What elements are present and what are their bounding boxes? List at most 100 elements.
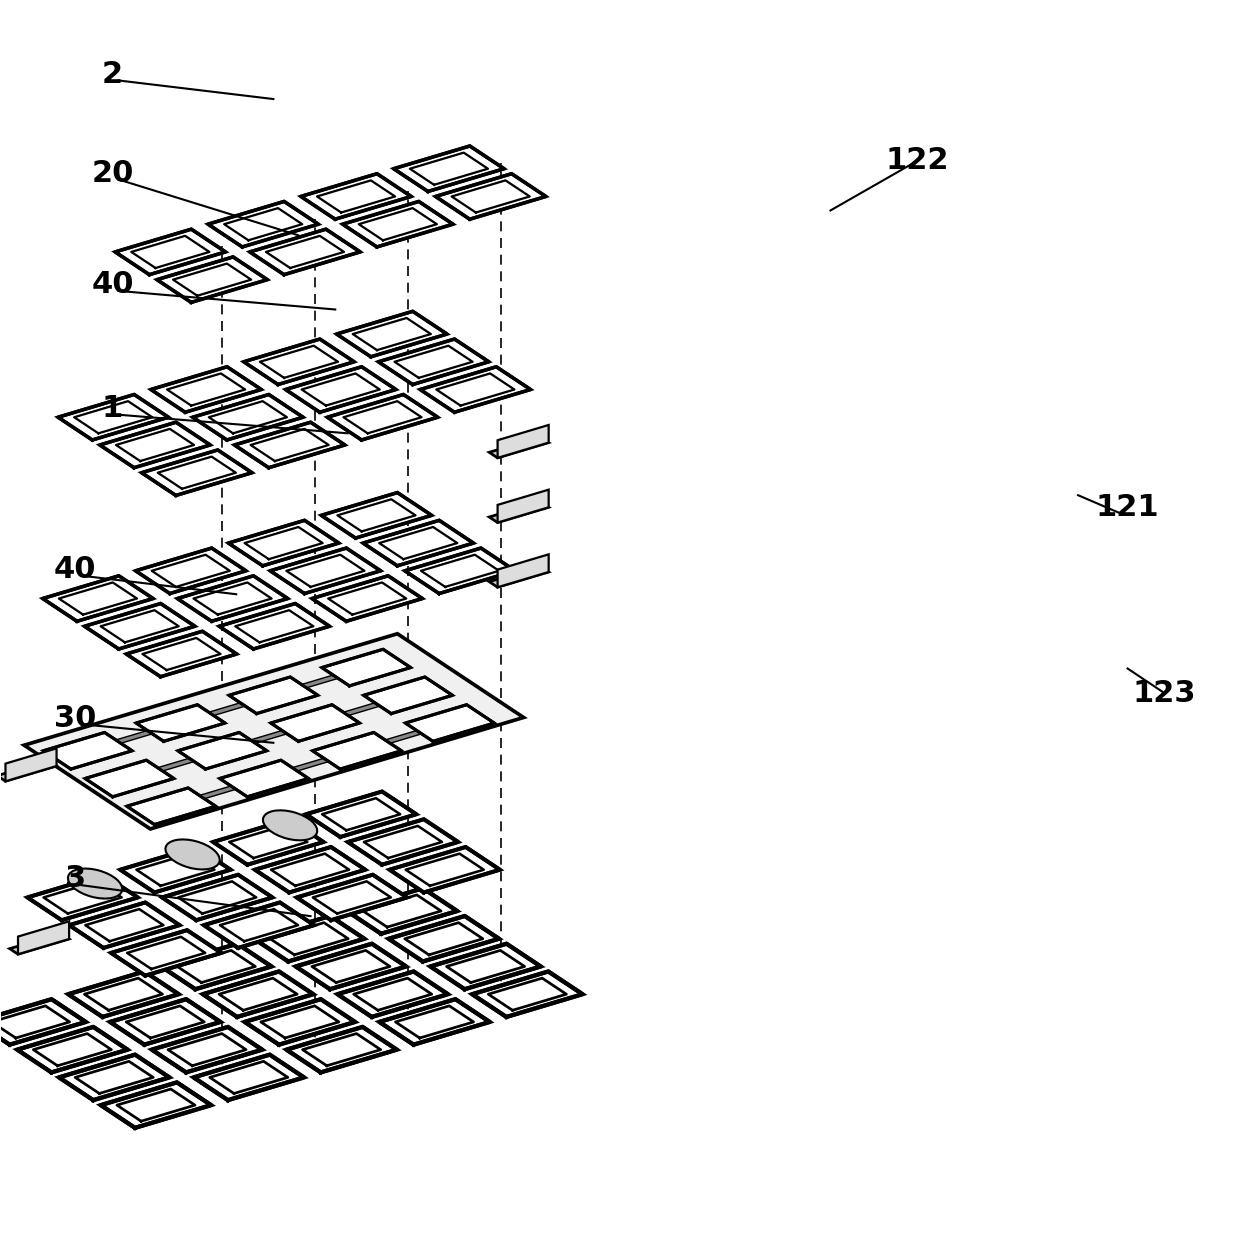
Text: 20: 20	[92, 158, 134, 188]
Polygon shape	[312, 733, 402, 769]
Polygon shape	[255, 847, 366, 893]
Polygon shape	[136, 704, 224, 742]
Polygon shape	[58, 395, 169, 439]
Polygon shape	[285, 366, 396, 412]
Polygon shape	[120, 847, 231, 893]
Polygon shape	[234, 422, 345, 468]
Polygon shape	[68, 972, 179, 1016]
Polygon shape	[115, 229, 226, 275]
Polygon shape	[208, 202, 319, 246]
Polygon shape	[42, 576, 153, 621]
Polygon shape	[472, 972, 583, 1016]
Polygon shape	[86, 760, 174, 797]
Ellipse shape	[68, 869, 123, 899]
Polygon shape	[244, 339, 355, 385]
Polygon shape	[219, 604, 330, 649]
Polygon shape	[336, 311, 446, 357]
Polygon shape	[126, 787, 216, 825]
Polygon shape	[203, 903, 314, 948]
Text: 122: 122	[885, 146, 949, 176]
Polygon shape	[229, 677, 317, 713]
Polygon shape	[228, 520, 339, 566]
Polygon shape	[84, 604, 195, 649]
Polygon shape	[322, 649, 410, 686]
Polygon shape	[17, 1028, 128, 1072]
Polygon shape	[219, 760, 309, 797]
Polygon shape	[301, 675, 339, 688]
Polygon shape	[162, 875, 273, 920]
Polygon shape	[203, 972, 314, 1016]
Polygon shape	[430, 943, 541, 989]
Polygon shape	[393, 146, 505, 192]
Polygon shape	[200, 786, 236, 799]
Text: 1: 1	[102, 394, 123, 423]
Polygon shape	[497, 425, 548, 458]
Polygon shape	[208, 703, 246, 716]
Polygon shape	[192, 395, 303, 439]
Polygon shape	[110, 999, 221, 1045]
Polygon shape	[10, 933, 69, 954]
Polygon shape	[27, 875, 138, 920]
Polygon shape	[435, 173, 546, 219]
Polygon shape	[388, 916, 498, 962]
Polygon shape	[497, 490, 548, 522]
Text: 30: 30	[55, 703, 97, 733]
Polygon shape	[177, 733, 267, 769]
Polygon shape	[157, 758, 195, 771]
Polygon shape	[213, 820, 324, 864]
Text: 121: 121	[1096, 493, 1159, 522]
Polygon shape	[151, 1028, 262, 1072]
Text: 3: 3	[64, 864, 86, 894]
Polygon shape	[378, 339, 489, 385]
Polygon shape	[244, 999, 355, 1045]
Polygon shape	[161, 943, 272, 989]
Polygon shape	[270, 704, 360, 742]
Text: 40: 40	[55, 555, 97, 584]
Polygon shape	[379, 999, 490, 1045]
Polygon shape	[151, 366, 262, 412]
Polygon shape	[115, 730, 153, 743]
Polygon shape	[0, 999, 86, 1045]
Polygon shape	[141, 449, 252, 495]
Polygon shape	[270, 548, 381, 593]
Polygon shape	[306, 791, 417, 837]
Polygon shape	[126, 631, 237, 677]
Polygon shape	[250, 730, 286, 743]
Polygon shape	[24, 634, 523, 829]
Polygon shape	[43, 733, 133, 769]
Polygon shape	[389, 847, 500, 893]
Polygon shape	[312, 576, 423, 621]
Ellipse shape	[263, 811, 317, 841]
Polygon shape	[405, 704, 495, 742]
Polygon shape	[254, 916, 365, 962]
Polygon shape	[363, 677, 453, 713]
Polygon shape	[69, 903, 180, 948]
Text: 40: 40	[92, 270, 134, 300]
Polygon shape	[420, 366, 531, 412]
Text: 2: 2	[102, 59, 123, 89]
Polygon shape	[497, 555, 548, 587]
Polygon shape	[193, 1055, 304, 1101]
Polygon shape	[490, 437, 548, 458]
Text: 123: 123	[1133, 678, 1197, 708]
Polygon shape	[293, 758, 329, 771]
Polygon shape	[286, 1028, 397, 1072]
Polygon shape	[363, 520, 474, 566]
Polygon shape	[5, 748, 57, 781]
Polygon shape	[347, 889, 458, 933]
Polygon shape	[342, 202, 453, 246]
Polygon shape	[386, 730, 422, 743]
Polygon shape	[100, 1082, 211, 1128]
Polygon shape	[327, 395, 438, 439]
Polygon shape	[296, 875, 407, 920]
Polygon shape	[0, 760, 57, 781]
Polygon shape	[157, 258, 268, 302]
Polygon shape	[100, 422, 211, 468]
Polygon shape	[60, 1055, 170, 1101]
Polygon shape	[135, 548, 246, 593]
Polygon shape	[295, 943, 407, 989]
Polygon shape	[249, 229, 360, 275]
Polygon shape	[19, 921, 69, 954]
Polygon shape	[343, 703, 379, 716]
Ellipse shape	[165, 839, 219, 869]
